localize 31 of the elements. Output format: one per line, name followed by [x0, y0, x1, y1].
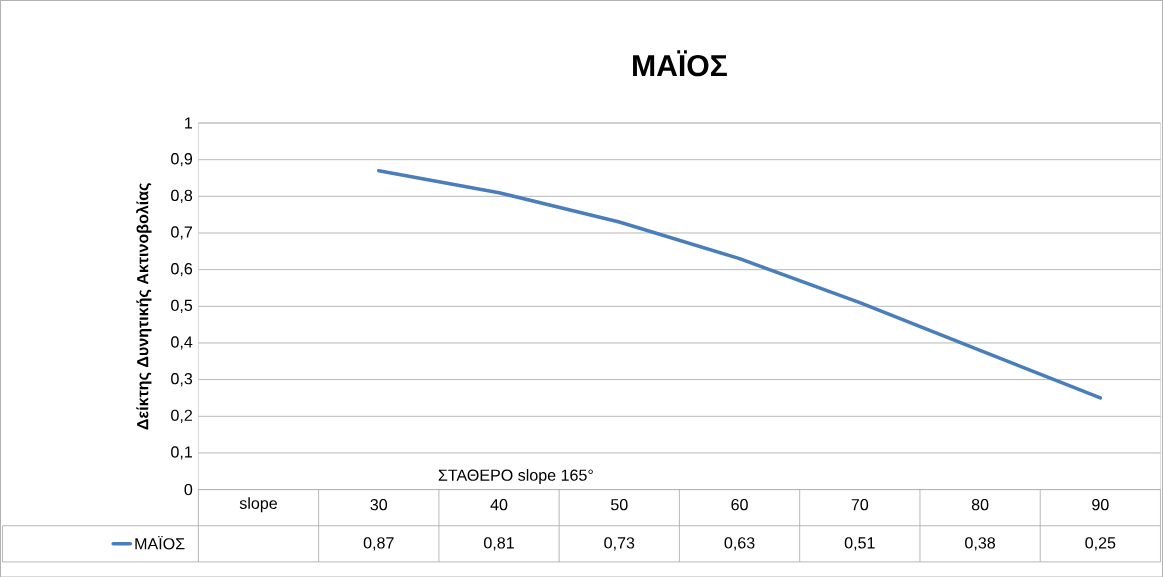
y-tick-label: 0,1: [171, 446, 193, 460]
y-axis-title: Δείκτης Δυνητικής Ακτινοβολίας: [136, 182, 152, 430]
y-tick-label: 0: [184, 483, 193, 496]
data-label: 0,73: [604, 536, 635, 551]
x-tick-label: 30: [370, 498, 388, 511]
data-label: 0,38: [965, 536, 996, 551]
legend-label: ΜΑΪΟΣ: [135, 535, 185, 550]
y-tick-label: 0,3: [171, 372, 193, 387]
data-label: 0,25: [1085, 536, 1116, 551]
data-label: 0,51: [844, 536, 875, 551]
line-series: [377, 168, 1103, 400]
chart-title: ΜΑΪΟΣ: [633, 50, 727, 77]
y-tick-label: 0,9: [171, 152, 193, 167]
x-tick-label: 50: [611, 498, 628, 511]
x-tick-label: 60: [731, 498, 748, 511]
y-tick-label: 0,2: [171, 409, 192, 423]
y-tick-label: 0,5: [171, 299, 193, 313]
x-tick-label: 80: [971, 498, 989, 511]
data-label: 0,87: [363, 536, 394, 551]
y-tick-label: 1: [185, 117, 193, 129]
data-label: 0,81: [484, 536, 514, 551]
x-tick-label: 90: [1092, 498, 1109, 511]
y-tick-label: 0,8: [171, 189, 193, 203]
y-tick-label: 0,7: [171, 226, 192, 240]
x-tick-label: slope: [239, 496, 277, 512]
x-tick-label: 70: [851, 498, 869, 511]
data-label: 0,63: [724, 536, 755, 551]
y-tick-label: 0,4: [171, 336, 193, 350]
y-tick-label: 0,6: [171, 262, 193, 277]
x-tick-label: 40: [490, 498, 508, 511]
annotation: ΣΤΑΘΕΡΟ slope 165°: [438, 468, 593, 484]
